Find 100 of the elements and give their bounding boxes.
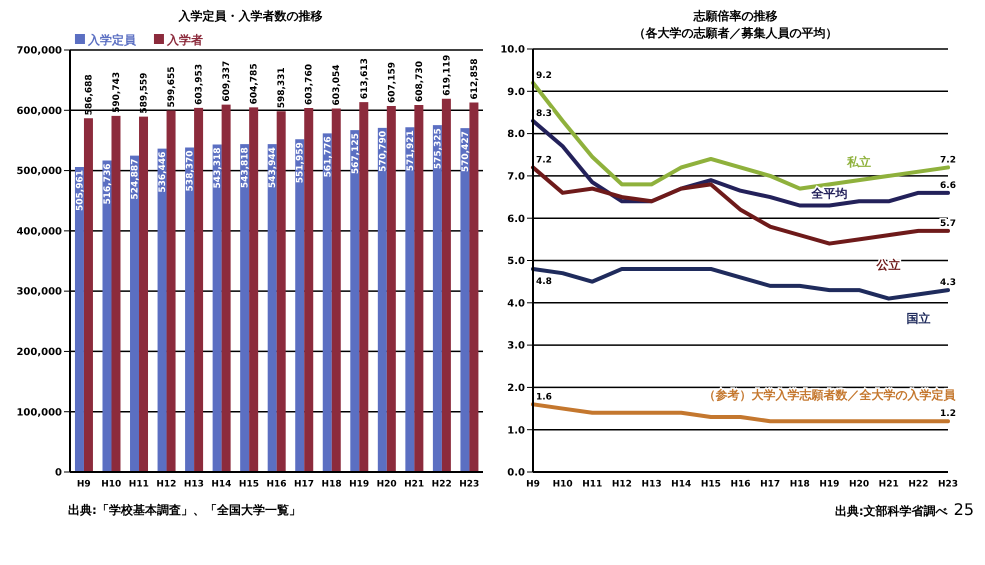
data-label: 516,736 — [102, 163, 113, 204]
data-label: 586,688 — [84, 74, 94, 116]
x-tick-label: H17 — [760, 479, 780, 490]
x-tick-label: H21 — [878, 479, 899, 490]
x-tick-label: H13 — [184, 479, 204, 490]
data-label: 590,743 — [112, 72, 122, 113]
series-label: 私立 — [846, 155, 872, 170]
y-tick-label: 0.0 — [507, 468, 526, 479]
bar — [442, 98, 451, 472]
x-tick-label: H14 — [211, 479, 232, 490]
data-label: 599,655 — [167, 66, 178, 108]
chart-title: 志願倍率の推移 — [692, 8, 778, 25]
data-label: 570,790 — [378, 130, 388, 172]
data-label: 536,446 — [158, 152, 168, 193]
data-label: 613,613 — [360, 58, 370, 100]
data-label: 1.2 — [940, 409, 956, 420]
x-tick-label: H11 — [582, 479, 602, 490]
series-label: 全平均 — [810, 186, 848, 201]
bar — [249, 107, 258, 472]
x-tick-label: H16 — [266, 479, 287, 490]
data-label: 603,760 — [304, 64, 315, 106]
x-tick-label: H13 — [642, 479, 662, 490]
bar — [276, 111, 286, 472]
series-label: 国立 — [906, 311, 930, 326]
x-tick-label: H22 — [908, 479, 928, 490]
x-tick-label: H18 — [790, 479, 810, 490]
bar — [469, 102, 478, 472]
data-label: 561,776 — [323, 136, 334, 178]
data-label: 589,559 — [140, 72, 150, 114]
bar — [460, 128, 470, 472]
y-tick-label: 2.0 — [507, 382, 526, 394]
bar — [74, 166, 84, 472]
bar — [414, 105, 424, 472]
x-tick-label: H15 — [700, 479, 721, 490]
x-tick-label: H14 — [671, 479, 692, 490]
bar — [166, 110, 176, 472]
data-label: 9.2 — [536, 70, 552, 81]
x-tick-label: H15 — [238, 479, 259, 490]
bar — [322, 133, 332, 472]
y-tick-label: 100,000 — [16, 407, 62, 418]
bar — [378, 128, 387, 472]
y-tick-label: 6.0 — [507, 214, 526, 225]
x-tick-label: H23 — [938, 479, 958, 490]
y-tick-label: 700,000 — [16, 46, 62, 57]
source-note: 出典:文部科学省調べ — [834, 503, 948, 520]
data-label: 524,887 — [130, 158, 141, 200]
bar — [240, 144, 250, 472]
source-note: 出典:「学校基本調査」、「全国大学一覧」 — [68, 502, 302, 519]
y-tick-label: 600,000 — [16, 106, 62, 117]
data-label: 543,818 — [240, 147, 251, 188]
y-tick-label: 4.0 — [507, 298, 526, 310]
bar — [139, 116, 148, 472]
data-label: 8.3 — [536, 108, 552, 119]
data-label: 505,961 — [75, 170, 86, 211]
data-label: 1.6 — [536, 392, 552, 402]
x-tick-label: H20 — [376, 479, 397, 490]
y-tick-label: 400,000 — [16, 226, 62, 238]
bar — [432, 125, 442, 472]
y-tick-label: 8.0 — [507, 129, 526, 140]
bar — [84, 118, 93, 472]
y-tick-label: 500,000 — [16, 166, 62, 178]
data-label: 604,785 — [250, 63, 260, 104]
x-tick-label: H17 — [294, 479, 314, 490]
x-tick-label: H21 — [404, 479, 424, 490]
bar — [222, 104, 231, 472]
data-label: 609,337 — [222, 60, 232, 102]
y-tick-label: 10.0 — [500, 44, 526, 56]
y-tick-label: 9.0 — [507, 86, 526, 98]
x-tick-label: H10 — [552, 479, 573, 490]
legend-label: 入学定員 — [86, 33, 137, 47]
bar — [158, 148, 167, 472]
data-label: 612,858 — [470, 58, 480, 100]
legend-label: 入学者 — [166, 33, 203, 47]
bar — [111, 116, 120, 472]
bar — [359, 102, 368, 472]
x-tick-label: H16 — [730, 479, 751, 490]
data-label: 5.7 — [940, 218, 956, 229]
data-label: 7.2 — [536, 155, 552, 166]
bar — [185, 147, 194, 472]
y-tick-label: 7.0 — [507, 171, 526, 182]
chart-subtitle: （各大学の志願者／募集人員の平均） — [632, 25, 838, 41]
text: 25 — [954, 500, 974, 519]
bar — [102, 160, 112, 472]
data-label: 4.3 — [940, 278, 956, 288]
x-tick-label: H9 — [76, 479, 91, 490]
bar — [350, 130, 360, 472]
y-tick-label: 300,000 — [16, 286, 62, 298]
bar — [304, 108, 314, 472]
x-tick-label: H18 — [322, 479, 342, 490]
bar — [130, 156, 140, 472]
chart-title: 入学定員・入学者数の推移 — [178, 8, 324, 25]
bar — [212, 144, 222, 472]
data-label: 567,125 — [350, 133, 361, 174]
bar — [332, 108, 341, 472]
series-label: （参考）大学入学志願者数／全大学の入学定員 — [703, 388, 956, 402]
data-label: 543,318 — [213, 147, 224, 188]
data-label: 4.8 — [536, 276, 552, 287]
y-tick-label: 0 — [55, 468, 62, 479]
x-tick-label: H22 — [432, 479, 452, 490]
x-tick-label: H19 — [819, 479, 840, 490]
